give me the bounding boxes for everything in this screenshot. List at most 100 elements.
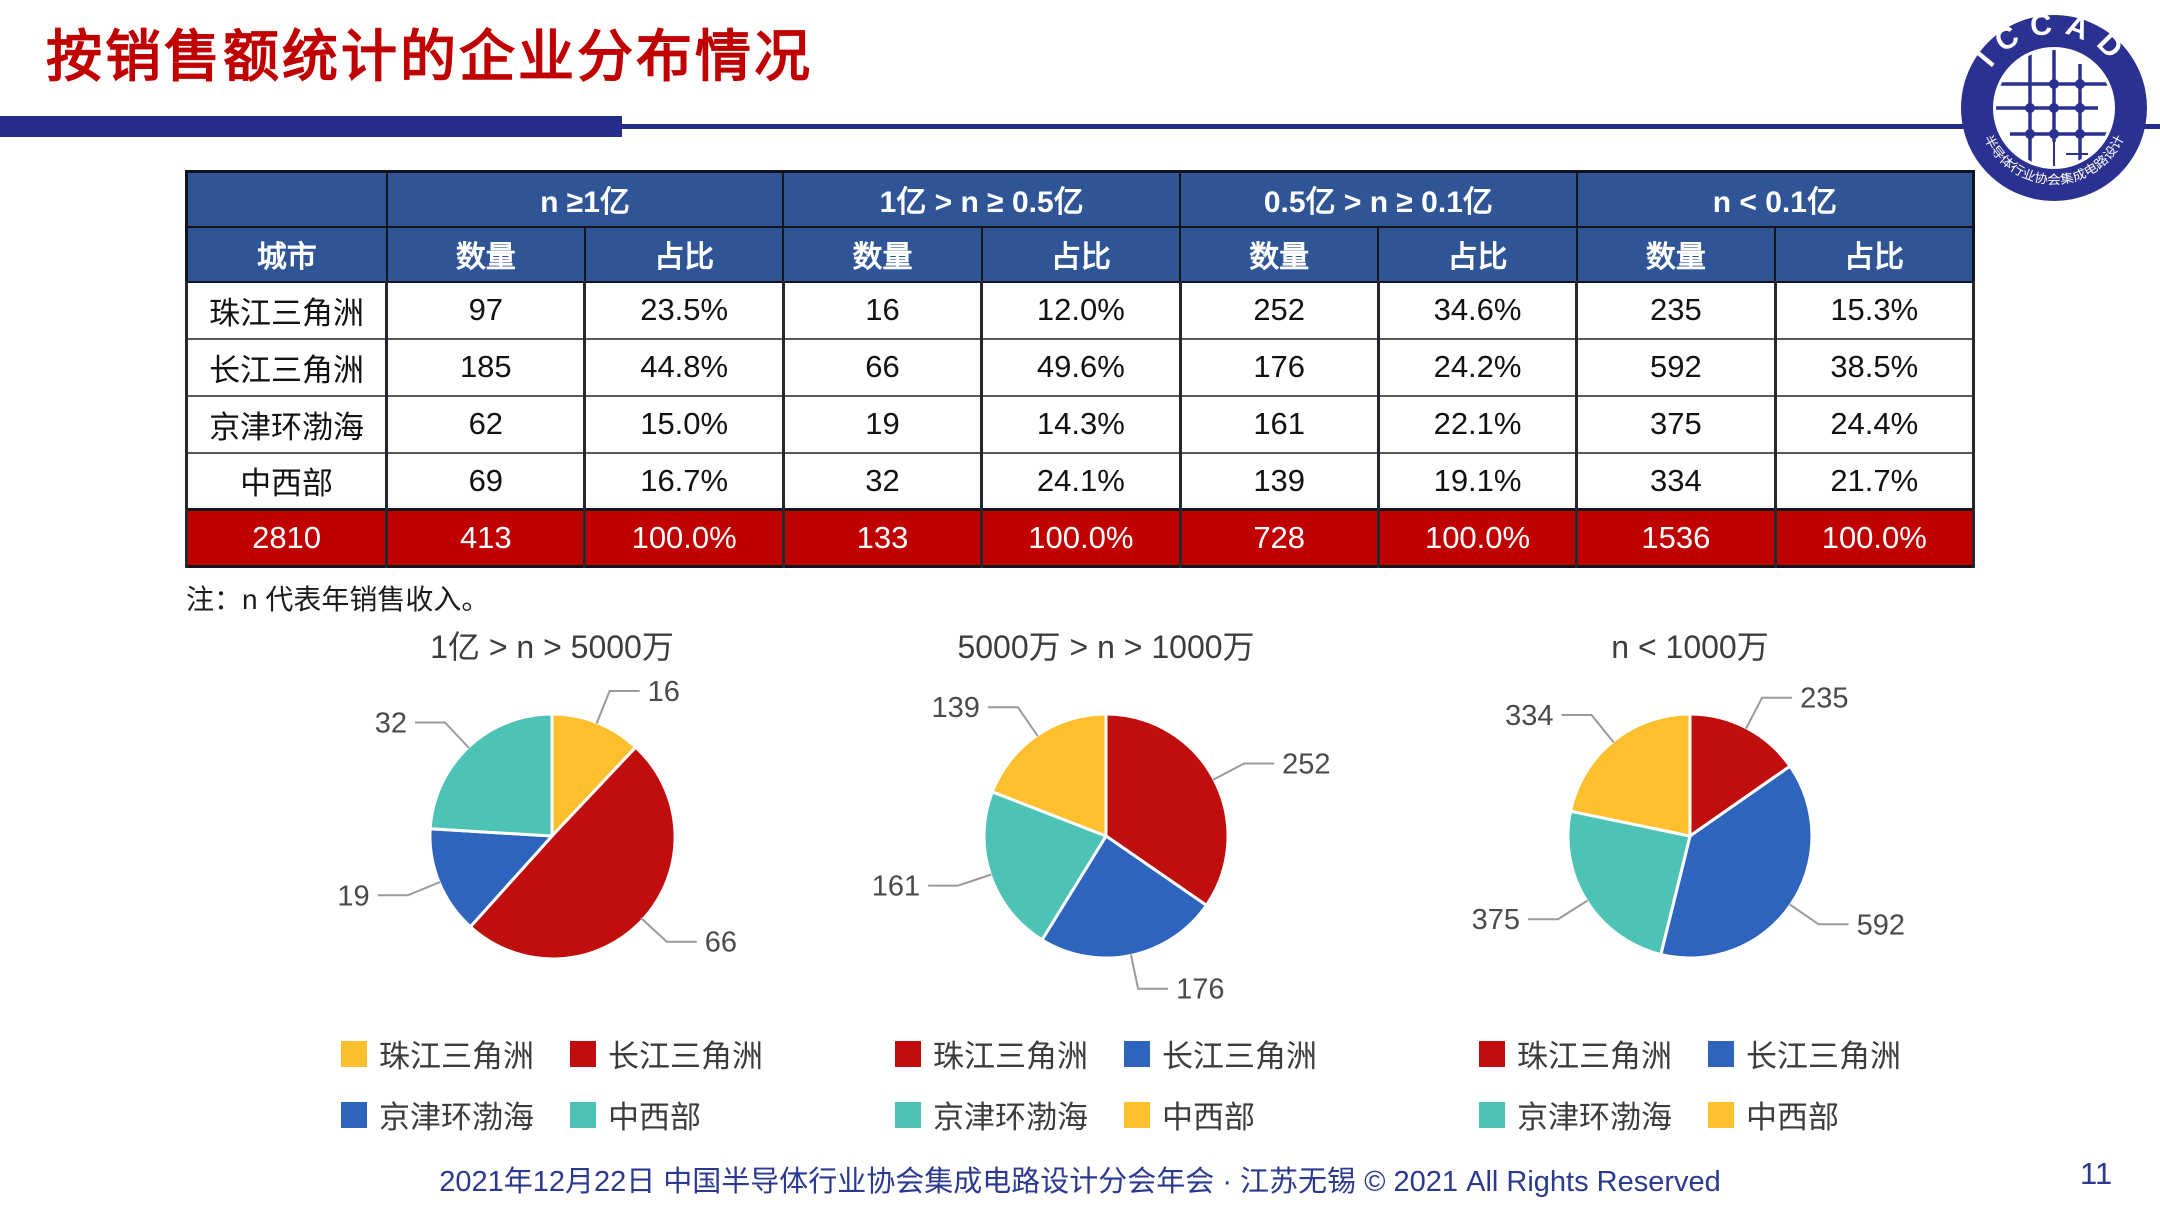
pie-data-label: 592 [1857,909,1905,941]
legend-item: 珠江三角洲 [341,1031,534,1076]
legend-swatch-icon [895,1040,921,1067]
legend-label: 中西部 [1162,1100,1255,1135]
legend: 珠江三角洲 长江三角洲 京津环渤海 中西部 [826,1031,1386,1137]
pie-label-leader [1789,903,1849,926]
pie-data-label: 161 [872,871,920,903]
total-value-cell: 1536 [1575,508,1777,568]
pie-label-leader [1129,954,1169,990]
value-cell: 139 [1178,451,1380,511]
value-cell: 19.1% [1376,451,1579,511]
pie-data-label: 32 [375,708,407,740]
legend-item: 中西部 [1708,1092,1901,1137]
city-cell: 长江三角洲 [184,337,389,397]
table-corner-cell [185,170,388,228]
pie-chart-block-3: n < 1000万 235 592 375 334 珠江三角洲 长江三角洲 京津环渤海 中西… [1410,622,1970,1137]
legend-swatch-icon [1479,1040,1505,1067]
group-header-cell: n ≥1亿 [385,170,785,228]
legend-item: 京津环渤海 [341,1092,534,1137]
value-cell: 185 [385,337,587,397]
legend-label: 珠江三角洲 [933,1039,1088,1074]
legend-label: 京津环渤海 [1517,1100,1672,1135]
group-header-cell: 1亿 > n ≥ 0.5亿 [782,170,1182,228]
value-cell: 14.3% [980,394,1182,454]
legend: 珠江三角洲 长江三角洲京津环渤海 中西部 [272,1031,832,1137]
pie-label-leader [640,917,697,943]
total-value-cell: 100.0% [1376,508,1579,568]
pie-slice [428,712,554,838]
table-row: 长江三角洲 185 44.8% 66 49.6% 176 24.2% 592 38.5% [184,337,1976,397]
value-cell: 66 [781,337,984,397]
legend-item: 中西部 [1124,1092,1317,1137]
value-cell: 44.8% [583,337,785,397]
pie-data-label: 375 [1472,904,1520,936]
city-cell: 珠江三角洲 [184,280,389,340]
legend-label: 京津环渤海 [379,1100,534,1135]
group-header-cell: n < 0.1亿 [1575,170,1975,228]
value-cell: 49.6% [980,337,1182,397]
pie-data-label: 235 [1800,683,1848,715]
table-row: 中西部 69 16.7% 32 24.1% 139 19.1% 334 21.7% [184,451,1976,511]
total-value-cell: 728 [1178,508,1380,568]
value-cell: 69 [385,451,587,511]
legend-swatch-icon [1124,1101,1150,1128]
pie-svg: 252 176 161 139 [872,692,1331,1006]
legend-swatch-icon [1708,1101,1734,1128]
value-cell: 161 [1178,394,1380,454]
value-cell: 176 [1178,337,1380,397]
value-cell: 22.1% [1376,394,1579,454]
pie-label-leader [1212,762,1275,781]
note-text: 注：n 代表年销售收入。 [186,584,490,615]
pie-label-leader [1561,714,1615,743]
legend-label: 中西部 [608,1100,701,1135]
value-cell: 12.0% [980,280,1182,340]
total-row: 2810 413 100.0% 133 100.0% 728 100.0% 1536 100.0… [184,508,1976,568]
subheader-cell: 数量 [782,225,983,283]
value-cell: 38.5% [1773,337,1976,397]
subheader-cell: 数量 [1575,225,1777,283]
value-cell: 16.7% [583,451,785,511]
city-cell: 中西部 [184,451,389,511]
total-value-cell: 133 [781,508,984,568]
title-underline-thin [0,124,2160,129]
value-cell: 23.5% [583,280,785,340]
total-city-cell: 2810 [184,508,389,568]
total-value-cell: 100.0% [583,508,785,568]
city-header-cell: 城市 [185,225,388,283]
pie-label-leader [928,873,992,887]
value-cell: 235 [1575,280,1777,340]
pie-data-label: 19 [337,880,369,912]
value-cell: 15.0% [583,394,785,454]
group-header-cell: 0.5亿 > n ≥ 0.1亿 [1179,170,1578,228]
value-cell: 15.3% [1773,280,1976,340]
value-cell: 24.2% [1376,337,1579,397]
table-row: 珠江三角洲 97 23.5% 16 12.0% 252 34.6% 235 15.3% [184,280,1976,340]
subheader-cell: 数量 [385,225,586,283]
stats-table-wrap: n ≥1亿 1亿 > n ≥ 0.5亿 0.5亿 > n ≥ 0.1亿 n < … [184,170,1976,568]
pie-data-label: 334 [1505,700,1553,732]
pie-data-label: 66 [705,927,737,959]
legend-item: 珠江三角洲 [895,1031,1088,1076]
table-row: 京津环渤海 62 15.0% 19 14.3% 161 22.1% 375 24.4% [184,394,1976,454]
legend-item: 长江三角洲 [570,1031,763,1076]
legend-label: 珠江三角洲 [1517,1039,1672,1074]
pie-svg: 16 66 19 32 [337,676,737,961]
legend-swatch-icon [1124,1040,1150,1067]
subheader-cell: 数量 [1179,225,1380,283]
footer-text: 2021年12月22日 中国半导体行业协会集成电路设计分会年会 · 江苏无锡 ©… [439,1166,1721,1198]
value-cell: 34.6% [1376,280,1579,340]
value-cell: 16 [781,280,984,340]
value-cell: 19 [781,394,984,454]
pie-data-label: 16 [648,676,680,708]
legend-label: 长江三角洲 [608,1039,763,1074]
value-cell: 375 [1575,394,1777,454]
pie-label-leader [1528,899,1589,921]
iccad-logo: ICCAD 中国半导体行业协会集成电路设计分会 [1958,12,2147,201]
value-cell: 592 [1575,337,1777,397]
stats-table: n ≥1亿 1亿 > n ≥ 0.5亿 0.5亿 > n ≥ 0.1亿 n < … [184,170,1976,568]
pie-label-leader [595,690,640,724]
pie-data-label: 139 [932,692,980,724]
legend-item: 珠江三角洲 [1479,1031,1672,1076]
legend-item: 长江三角洲 [1124,1031,1317,1076]
legend-swatch-icon [570,1040,596,1067]
